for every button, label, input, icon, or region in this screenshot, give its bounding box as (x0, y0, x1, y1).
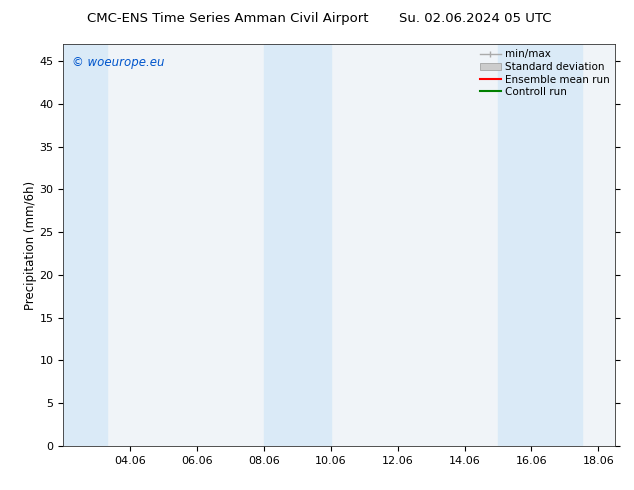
Bar (498, 44, 581, 446)
Text: Su. 02.06.2024 05 UTC: Su. 02.06.2024 05 UTC (399, 12, 552, 25)
Bar (264, 44, 331, 446)
Y-axis label: Precipitation (mm/6h): Precipitation (mm/6h) (24, 180, 37, 310)
Text: CMC-ENS Time Series Amman Civil Airport: CMC-ENS Time Series Amman Civil Airport (87, 12, 369, 25)
Legend: min/max, Standard deviation, Ensemble mean run, Controll run: min/max, Standard deviation, Ensemble me… (480, 49, 610, 97)
Text: © woeurope.eu: © woeurope.eu (72, 56, 164, 69)
Bar (63, 44, 107, 446)
